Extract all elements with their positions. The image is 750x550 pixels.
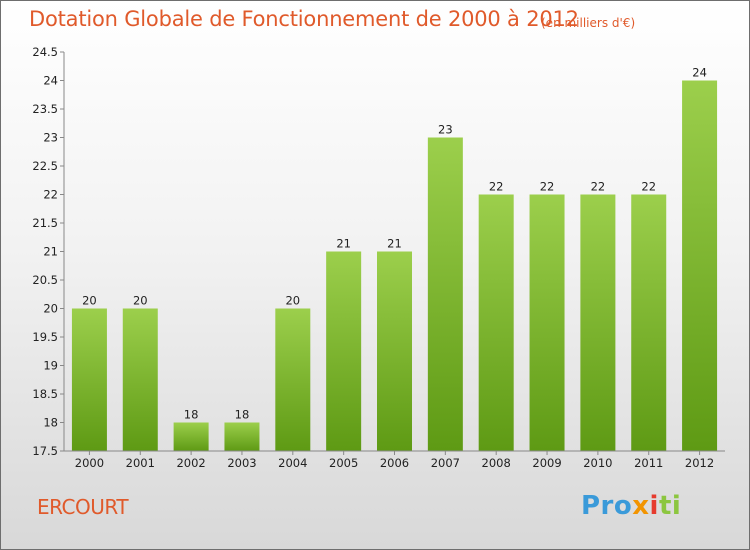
data-label-2009: 22	[540, 180, 555, 194]
y-tick-label: 19	[43, 359, 58, 373]
bar-2007	[427, 137, 463, 451]
chart-title: Dotation Globale de Fonctionnement de 20…	[29, 7, 579, 31]
y-tick-label: 24.5	[32, 45, 58, 59]
y-tick-label: 23	[43, 131, 58, 145]
y-tick-label: 18	[43, 416, 58, 430]
data-label-2010: 22	[591, 180, 606, 194]
x-tick-label-2004: 2004	[278, 456, 307, 470]
x-tick-label-2009: 2009	[532, 456, 561, 470]
logo-part-4: ti	[658, 491, 682, 521]
data-label-2004: 20	[285, 294, 300, 308]
y-tick-label: 22	[43, 188, 58, 202]
bar-2000	[71, 308, 107, 451]
bar-2009	[529, 194, 565, 451]
data-label-2006: 21	[387, 237, 402, 251]
bar-2003	[224, 422, 260, 451]
x-tick-label-2008: 2008	[482, 456, 511, 470]
bar-2010	[580, 194, 616, 451]
logo-part-1: Pro	[581, 491, 633, 521]
x-tick-label-2010: 2010	[583, 456, 612, 470]
data-label-2002: 18	[184, 408, 199, 422]
proxiti-logo[interactable]: Proxiti	[581, 491, 681, 521]
y-tick-label: 20.5	[32, 273, 58, 287]
y-tick-label: 22.5	[32, 159, 58, 173]
bar-2004	[275, 308, 311, 451]
y-tick-label: 21.5	[32, 216, 58, 230]
data-label-2000: 20	[82, 294, 97, 308]
bar-2002	[173, 422, 209, 451]
chart-subtitle: (en milliers d'€)	[541, 16, 636, 30]
bar-2006	[377, 251, 412, 451]
logo-part-2: x	[632, 491, 650, 521]
y-tick-label: 19.5	[32, 330, 58, 344]
x-tick-label-2000: 2000	[75, 456, 104, 470]
bar-2011	[631, 194, 667, 451]
bar-2005	[326, 251, 362, 451]
y-tick-label: 21	[43, 245, 58, 259]
data-label-2007: 23	[438, 123, 453, 137]
commune-name: ERCOURT	[37, 495, 129, 519]
x-tick-label-2012: 2012	[685, 456, 714, 470]
y-tick-label: 24	[43, 74, 58, 88]
y-tick-label: 20	[43, 302, 58, 316]
logo-part-3: i	[649, 491, 659, 521]
x-tick-label-2007: 2007	[431, 456, 460, 470]
y-tick-label: 23.5	[32, 102, 58, 116]
x-tick-label-2006: 2006	[380, 456, 409, 470]
data-label-2011: 22	[641, 180, 656, 194]
bar-2008	[478, 194, 514, 451]
y-tick-label: 17.5	[32, 444, 58, 458]
data-label-2012: 24	[692, 66, 707, 80]
data-label-2001: 20	[133, 294, 148, 308]
bar-2001	[122, 308, 158, 451]
y-tick-label: 18.5	[32, 387, 58, 401]
x-tick-label-2003: 2003	[227, 456, 256, 470]
x-tick-label-2005: 2005	[329, 456, 358, 470]
x-tick-label-2002: 2002	[176, 456, 205, 470]
data-label-2003: 18	[235, 408, 250, 422]
x-tick-label-2011: 2011	[634, 456, 663, 470]
data-label-2008: 22	[489, 180, 504, 194]
x-tick-label-2001: 2001	[126, 456, 155, 470]
data-label-2005: 21	[336, 237, 351, 251]
bar-2012	[682, 80, 718, 451]
